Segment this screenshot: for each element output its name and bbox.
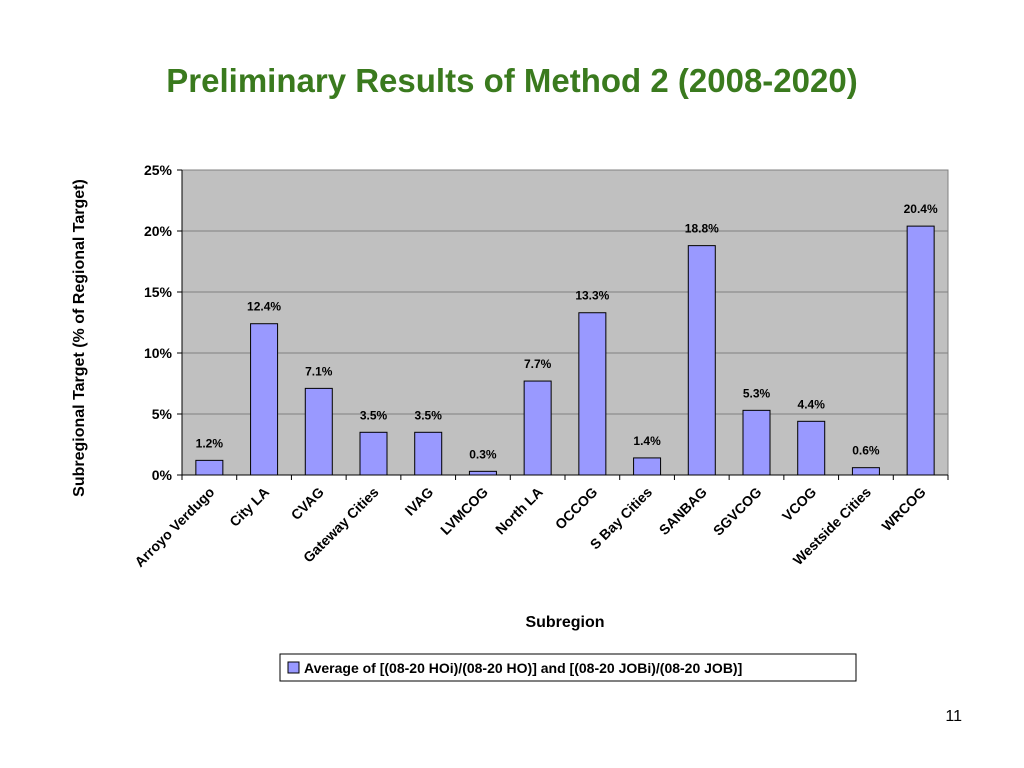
data-label: 3.5% <box>415 408 443 422</box>
bar <box>906 225 935 476</box>
bar <box>633 457 662 476</box>
legend-label: Average of [(08-20 HOi)/(08-20 HO)] and … <box>304 660 742 676</box>
page-number: 11 <box>945 708 962 725</box>
data-label: 5.3% <box>743 386 771 400</box>
data-label: 7.7% <box>524 357 552 371</box>
x-axis-title: Subregion <box>525 614 604 631</box>
bars <box>195 225 935 476</box>
y-tick-label: 5% <box>152 406 173 422</box>
y-tick-label: 20% <box>144 223 173 239</box>
data-label: 0.6% <box>852 444 880 458</box>
data-label: 13.3% <box>575 289 609 303</box>
data-label: 4.4% <box>798 397 826 411</box>
data-label: 7.1% <box>305 364 333 378</box>
bar <box>797 420 826 476</box>
bar <box>414 431 443 476</box>
data-label: 3.5% <box>360 408 388 422</box>
legend-swatch <box>287 661 300 674</box>
data-label: 20.4% <box>904 202 938 216</box>
bar <box>468 470 497 476</box>
bar <box>742 409 771 476</box>
y-tick-label: 25% <box>144 162 173 178</box>
x-tick-label: CVAG <box>288 484 327 523</box>
bar <box>687 245 716 476</box>
x-tick-label: VCOG <box>779 484 820 525</box>
slide-title: Preliminary Results of Method 2 (2008-20… <box>166 62 858 99</box>
plot-area <box>181 169 949 476</box>
x-tick-label: City LA <box>226 484 272 530</box>
x-tick-label: North LA <box>492 484 546 538</box>
y-tick-labels: 0% 5% 10% 15% 20% 25% <box>144 162 173 483</box>
y-tick-label: 15% <box>144 284 173 300</box>
y-axis-title: Subregional Target (% of Regional Target… <box>71 179 88 497</box>
y-tick-label: 0% <box>152 467 173 483</box>
x-tick-label: Arroyo Verdugo <box>131 484 217 570</box>
x-tick-label: WRCOG <box>878 484 928 534</box>
bar <box>195 459 224 476</box>
bar <box>359 431 388 476</box>
legend: Average of [(08-20 HOi)/(08-20 HO)] and … <box>279 653 857 682</box>
bar <box>851 467 880 476</box>
data-label: 18.8% <box>685 222 719 236</box>
x-tick-label: LVMCOG <box>437 484 491 538</box>
y-tick-label: 10% <box>144 345 173 361</box>
x-tick-label: OCCOG <box>552 484 601 533</box>
bar <box>304 387 333 476</box>
x-tick-label: SANBAG <box>656 484 710 538</box>
bar <box>578 312 607 476</box>
data-labels: 1.2% 12.4% 7.1% 3.5% 3.5% 0.3% 7.7% 13.3% 1.4% 18… <box>196 202 938 461</box>
data-label: 0.3% <box>469 447 497 461</box>
data-label: 1.4% <box>633 434 661 448</box>
legend-box <box>279 653 857 682</box>
bar <box>250 323 279 476</box>
x-tick-label: SGVCOG <box>710 484 765 539</box>
x-tick-label: IVAG <box>402 484 437 519</box>
axes <box>177 169 949 480</box>
data-label: 1.2% <box>196 436 224 450</box>
bar <box>523 380 552 476</box>
data-label: 12.4% <box>247 300 281 314</box>
